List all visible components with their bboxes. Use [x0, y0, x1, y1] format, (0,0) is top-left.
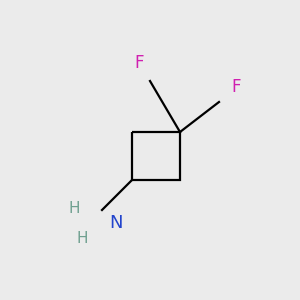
Text: H: H	[68, 201, 80, 216]
Text: F: F	[135, 54, 144, 72]
Text: F: F	[231, 78, 241, 96]
Text: H: H	[77, 231, 88, 246]
Text: N: N	[110, 214, 123, 232]
